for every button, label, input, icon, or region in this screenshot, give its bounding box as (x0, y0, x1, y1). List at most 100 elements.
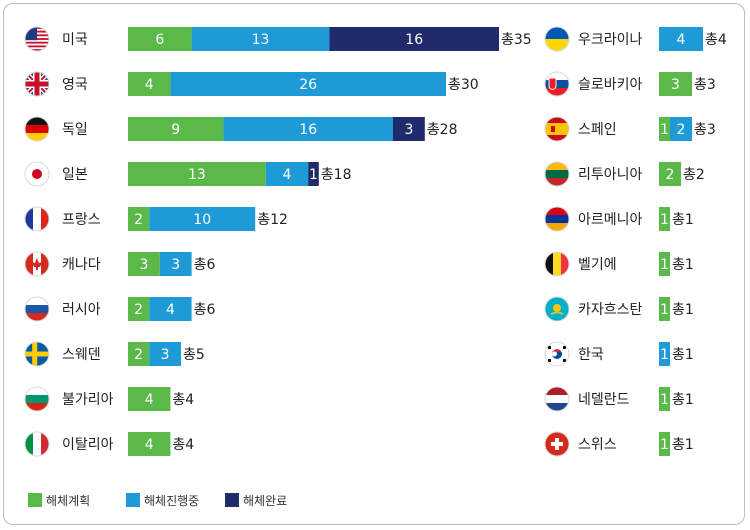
country-row: 프랑스 2 10 총12 (24, 206, 288, 232)
legend-label: 해체완료 (243, 494, 287, 508)
country-label: 스웨덴 (62, 347, 101, 363)
bar-segment (659, 252, 670, 276)
country-label: 영국 (62, 77, 88, 93)
bar-value-label: 1 (660, 122, 669, 138)
country-label: 미국 (62, 32, 88, 48)
bar-segment (659, 162, 681, 186)
bar-value-label: 2 (666, 167, 675, 183)
total-label: 총1 (672, 257, 694, 273)
bar-segment (659, 342, 670, 366)
bar-segment (128, 117, 224, 141)
country-label: 불가리아 (62, 392, 114, 408)
bar-value-label: 1 (660, 392, 669, 408)
legend-item: 해체완료 (225, 493, 287, 508)
bar-value-label: 4 (145, 77, 154, 93)
bar-segment (128, 387, 171, 411)
bar-value-label: 4 (145, 392, 154, 408)
bar-value-label: 1 (660, 437, 669, 453)
country-row: 일본 13 4 1 총18 (24, 161, 352, 187)
bar-segment (128, 27, 192, 51)
flag-armenia-icon (544, 206, 570, 232)
total-label: 총6 (194, 302, 216, 318)
bar-segment (149, 342, 181, 366)
total-label: 총4 (705, 32, 727, 48)
country-row: 아르메니아 1 총1 (544, 206, 694, 232)
bar-segment (659, 297, 670, 321)
flag-italy-icon (24, 431, 50, 457)
bar-segment (659, 27, 703, 51)
bar-segment (659, 117, 670, 141)
bar-value-label: 3 (139, 257, 148, 273)
country-row: 스웨덴 2 3 총5 (24, 341, 205, 367)
bar-segment (393, 117, 425, 141)
flag-japan-icon (24, 161, 50, 187)
bar-value-label: 6 (155, 32, 164, 48)
country-row: 슬로바키아 3 총3 (544, 71, 716, 97)
country-label: 독일 (62, 122, 88, 138)
bar-segment (128, 72, 171, 96)
flag-france-icon (24, 206, 50, 232)
total-label: 총28 (427, 122, 458, 138)
country-row: 스위스 1 총1 (544, 431, 694, 457)
country-label: 아르메니아 (578, 212, 643, 228)
flag-germany-icon (24, 116, 50, 142)
total-label: 총30 (448, 77, 479, 93)
country-label: 리투아니아 (578, 167, 643, 183)
bar-segment (308, 162, 319, 186)
flag-kazakhstan-icon (544, 296, 570, 322)
legend-item: 해체진행중 (126, 493, 199, 508)
total-label: 총1 (672, 212, 694, 228)
bar-value-label: 26 (299, 77, 317, 93)
total-label: 총1 (672, 347, 694, 363)
flag-russia-icon (24, 296, 50, 322)
country-label: 우크라이나 (578, 32, 643, 48)
bar-segment (670, 117, 692, 141)
country-row: 한국 1 총1 (544, 341, 694, 367)
bar-segment (128, 432, 171, 456)
country-label: 스위스 (578, 437, 617, 453)
bar-value-label: 1 (309, 167, 318, 183)
bar-value-label: 3 (171, 257, 180, 273)
bar-value-label: 13 (252, 32, 270, 48)
bar-segment (159, 252, 192, 276)
legend: 해체계획 해체진행중 해체완료 (28, 493, 287, 508)
country-row: 우크라이나 4 총4 (544, 26, 727, 52)
bar-segment (128, 297, 150, 321)
country-label: 카자흐스탄 (578, 302, 643, 318)
flag-sweden-icon (24, 341, 50, 367)
bar-segment (223, 117, 393, 141)
bar-value-label: 16 (405, 32, 423, 48)
bar-value-label: 9 (171, 122, 180, 138)
country-row: 리투아니아 2 총2 (544, 161, 705, 187)
bar-segment (128, 207, 150, 231)
country-row: 카자흐스탄 1 총1 (544, 296, 694, 322)
country-row: 러시아 2 4 총6 (24, 296, 216, 322)
total-label: 총5 (183, 347, 205, 363)
country-label: 네델란드 (578, 392, 630, 408)
bar-value-label: 1 (660, 212, 669, 228)
bar-value-label: 2 (677, 122, 686, 138)
bar-value-label: 1 (660, 347, 669, 363)
country-row: 벨기에 1 총1 (544, 251, 694, 277)
bar-value-label: 3 (404, 122, 413, 138)
bar-segment (191, 27, 330, 51)
flag-netherlands-icon (544, 386, 570, 412)
bar-value-label: 16 (299, 122, 317, 138)
total-label: 총35 (501, 32, 532, 48)
country-label: 스페인 (578, 122, 617, 138)
country-row: 네델란드 1 총1 (544, 386, 694, 412)
bar-value-label: 2 (134, 302, 143, 318)
legend-swatch (225, 493, 239, 507)
bar-value-label: 2 (134, 347, 143, 363)
bar-segment (329, 27, 499, 51)
flag-spain-icon (544, 116, 570, 142)
country-row: 스페인 1 2 총3 (544, 116, 716, 142)
total-label: 총4 (172, 437, 194, 453)
country-label: 일본 (62, 167, 88, 183)
country-row: 영국 4 26 총30 (24, 71, 479, 97)
bar-value-label: 2 (134, 212, 143, 228)
country-row: 독일 9 16 3 총28 (24, 116, 458, 142)
total-label: 총4 (172, 392, 194, 408)
total-label: 총3 (694, 77, 716, 93)
